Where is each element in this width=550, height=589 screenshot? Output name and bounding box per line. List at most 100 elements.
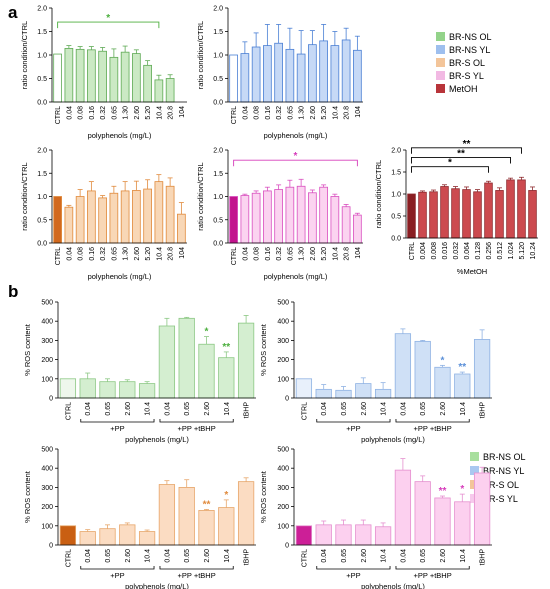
bar bbox=[414, 340, 431, 399]
y-tick-label: 0 bbox=[285, 396, 289, 403]
y-tick-label: 1.0 bbox=[391, 192, 401, 199]
x-tick-label: 0.04 bbox=[66, 106, 73, 120]
bar bbox=[138, 383, 156, 399]
bar bbox=[330, 196, 340, 244]
y-tick-label: 100 bbox=[41, 376, 53, 383]
bar bbox=[473, 191, 482, 239]
bar bbox=[263, 45, 272, 103]
bar bbox=[473, 472, 491, 546]
bar bbox=[165, 185, 175, 244]
chart-a2: 0.0 0.5 1.0 1.5 2.0 CTRL 0.04 0.08 0.16 0.32 0.65 1… bbox=[196, 6, 363, 140]
x-tick-label: 0.65 bbox=[111, 106, 118, 120]
bar bbox=[218, 507, 235, 546]
x-tick-label: 10.4 bbox=[156, 247, 163, 261]
x-tick-label: 2.60 bbox=[310, 247, 317, 261]
x-axis-label: polyphenols (mg/L) bbox=[88, 272, 152, 281]
x-axis-label: polyphenols (mg/L) bbox=[88, 131, 152, 140]
x-tick-label: 2.60 bbox=[125, 549, 132, 563]
bar bbox=[99, 381, 116, 399]
bar bbox=[319, 40, 328, 103]
y-tick-label: 1.5 bbox=[37, 171, 47, 178]
bar bbox=[285, 186, 295, 244]
bar bbox=[295, 378, 313, 399]
x-tick-label: 0.064 bbox=[464, 242, 471, 260]
x-tick-label: 0.128 bbox=[475, 242, 482, 260]
bar bbox=[75, 196, 85, 244]
x-tick-label: CTRL bbox=[65, 402, 72, 420]
y-axis-label: % ROS content bbox=[259, 470, 268, 523]
x-tick-label: tBHP bbox=[244, 549, 251, 566]
y-tick-label: 200 bbox=[277, 357, 289, 364]
bar bbox=[237, 481, 255, 546]
bar bbox=[79, 378, 96, 399]
y-tick-label: 2.0 bbox=[213, 6, 223, 13]
significance-label: * bbox=[106, 13, 110, 24]
x-tick-label: 104 bbox=[355, 106, 362, 118]
y-tick-label: 1.5 bbox=[213, 171, 223, 178]
x-tick-label: 0.256 bbox=[486, 242, 493, 260]
bar bbox=[454, 373, 471, 399]
bar bbox=[374, 526, 392, 546]
chart-a1: 0.0 0.5 1.0 1.5 2.0 CTRL 0.04 0.08 0.16 0.32 0.65 1… bbox=[20, 6, 187, 140]
x-tick-label: 0.04 bbox=[321, 402, 328, 416]
y-tick-label: 0.5 bbox=[213, 217, 223, 224]
legend-a: BR-NS OL BR-NS YL BR-S OL BR-S YL MetOH bbox=[436, 32, 492, 94]
bar bbox=[75, 48, 85, 103]
x-tick-label: 10.4 bbox=[145, 549, 152, 563]
y-tick-label: 100 bbox=[277, 523, 289, 530]
bar bbox=[177, 213, 186, 244]
bar bbox=[59, 525, 77, 546]
x-axis-label: polyphenols (mg/L) bbox=[125, 435, 189, 444]
legend-label: BR-NS OL bbox=[483, 452, 526, 462]
y-axis-label: % ROS content bbox=[23, 470, 32, 523]
x-tick-label: 0.004 bbox=[420, 242, 427, 260]
x-tick-label: 0.65 bbox=[287, 247, 294, 261]
y-tick-label: 2.0 bbox=[213, 148, 223, 155]
significance-label: ** bbox=[463, 139, 471, 150]
bar bbox=[517, 179, 526, 239]
y-axis-label: % ROS content bbox=[23, 323, 32, 376]
bar bbox=[315, 524, 332, 546]
x-tick-label: 2.60 bbox=[440, 402, 447, 416]
y-tick-label: 0.0 bbox=[37, 100, 47, 107]
significance-label: * bbox=[448, 158, 452, 169]
x-tick-label: 2.60 bbox=[134, 106, 141, 120]
x-tick-label: 0.65 bbox=[420, 402, 427, 416]
x-tick-label: CTRL bbox=[231, 247, 238, 265]
bar bbox=[98, 50, 107, 103]
bar bbox=[98, 197, 107, 244]
x-tick-label: 0.04 bbox=[242, 106, 249, 120]
legend-label: MetOH bbox=[449, 84, 478, 94]
x-tick-label: 5.20 bbox=[321, 106, 328, 120]
group-bracket bbox=[80, 419, 155, 423]
y-tick-label: 400 bbox=[41, 466, 53, 473]
bar bbox=[143, 64, 152, 103]
x-tick-label: 1.30 bbox=[299, 247, 306, 261]
x-tick-label: 0.65 bbox=[111, 247, 118, 261]
x-tick-label: tBHP bbox=[480, 549, 487, 566]
group-label: +PP +tBHP bbox=[413, 571, 451, 580]
chart-a3: 0.0 0.5 1.0 1.5 2.0 CTRL 0.04 0.08 0.16 0.32 0.65 1… bbox=[20, 148, 187, 281]
bar bbox=[429, 191, 438, 239]
significance-label: * bbox=[460, 484, 464, 495]
bar bbox=[451, 188, 460, 239]
x-tick-label: 2.60 bbox=[440, 549, 447, 563]
bar bbox=[394, 333, 412, 399]
x-tick-label: 104 bbox=[179, 247, 186, 259]
legend-swatch bbox=[470, 452, 479, 461]
bar bbox=[178, 317, 195, 399]
x-tick-label: 0.65 bbox=[184, 549, 191, 563]
legend-swatch bbox=[436, 45, 445, 54]
group-bracket bbox=[159, 566, 234, 570]
y-tick-label: 500 bbox=[41, 300, 53, 307]
bar bbox=[296, 53, 306, 103]
bar bbox=[240, 195, 250, 244]
x-tick-label: 0.16 bbox=[89, 106, 96, 120]
x-tick-label: 10.4 bbox=[145, 402, 152, 416]
bar bbox=[119, 381, 136, 399]
y-axis-label: ratio condition/CTRL bbox=[20, 21, 29, 89]
bar bbox=[353, 214, 362, 244]
bar bbox=[99, 528, 116, 546]
legend-label: BR-NS YL bbox=[449, 45, 490, 55]
